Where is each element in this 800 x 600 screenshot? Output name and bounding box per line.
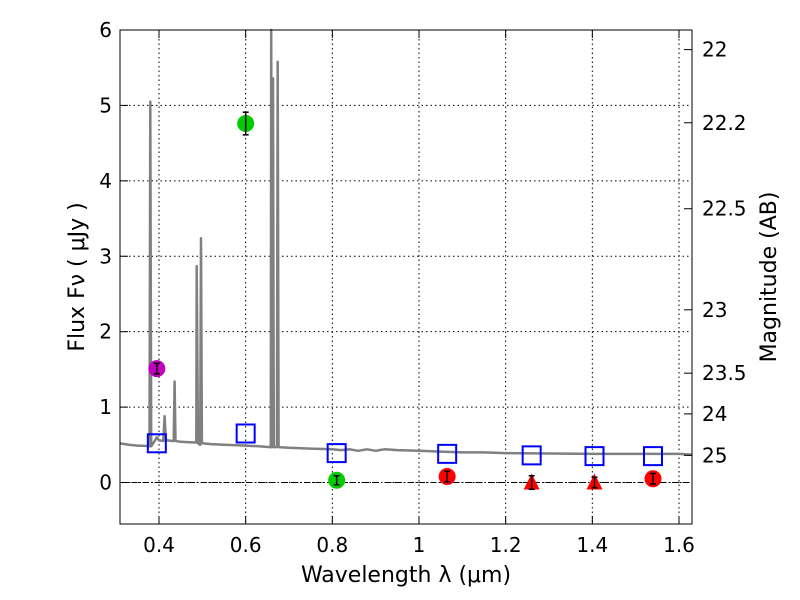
- x-tick-label: 0.4: [143, 533, 175, 557]
- spectrum-layer: [119, 28, 693, 456]
- model-photometry-marker: [643, 446, 663, 467]
- x-axis-label: Wavelength λ (μm): [301, 563, 511, 588]
- model-photometry-marker: [521, 445, 542, 466]
- y-axis-label: Flux Fν ( μJy ): [65, 202, 90, 351]
- model-photometry-marker: [326, 443, 347, 464]
- y-tick-label: 0: [99, 471, 112, 495]
- magnitude-tick-label: 24: [702, 402, 727, 426]
- x-tick-label: 0.6: [230, 533, 262, 557]
- right-axis-label: Magnitude (AB): [757, 192, 782, 363]
- y-tick-label: 6: [99, 18, 112, 42]
- x-tick-label: 1.4: [576, 533, 608, 557]
- axis-ticks: 0.4 0.6 0.8 1 1.2 1.4 1.601234562222.222.52323…: [99, 18, 746, 557]
- y-tick-label: 2: [99, 320, 112, 344]
- magnitude-tick-label: 23: [702, 298, 727, 322]
- y-tick-label: 3: [99, 244, 112, 268]
- model-photometry-marker: [437, 443, 458, 464]
- magnitude-tick-label: 22: [702, 38, 727, 62]
- spectrum-line: [119, 28, 693, 456]
- x-tick-label: 1.2: [490, 533, 522, 557]
- model-photometry-marker: [146, 433, 167, 454]
- model-photometry-marker: [584, 446, 605, 467]
- y-tick-label: 5: [99, 93, 112, 117]
- magnitude-tick-label: 23.5: [702, 361, 747, 385]
- model-photometry-marker: [235, 423, 256, 444]
- x-tick-label: 1: [413, 533, 426, 557]
- y-tick-label: 4: [99, 169, 112, 193]
- y-tick-label: 1: [99, 395, 112, 419]
- magnitude-tick-label: 22.5: [702, 197, 747, 221]
- plot-frame: [119, 29, 693, 525]
- x-tick-label: 1.6: [663, 533, 695, 557]
- x-tick-label: 0.8: [316, 533, 348, 557]
- magnitude-tick-label: 25: [702, 443, 727, 467]
- magnitude-tick-label: 22.2: [702, 111, 747, 135]
- marker-layer: [146, 111, 663, 491]
